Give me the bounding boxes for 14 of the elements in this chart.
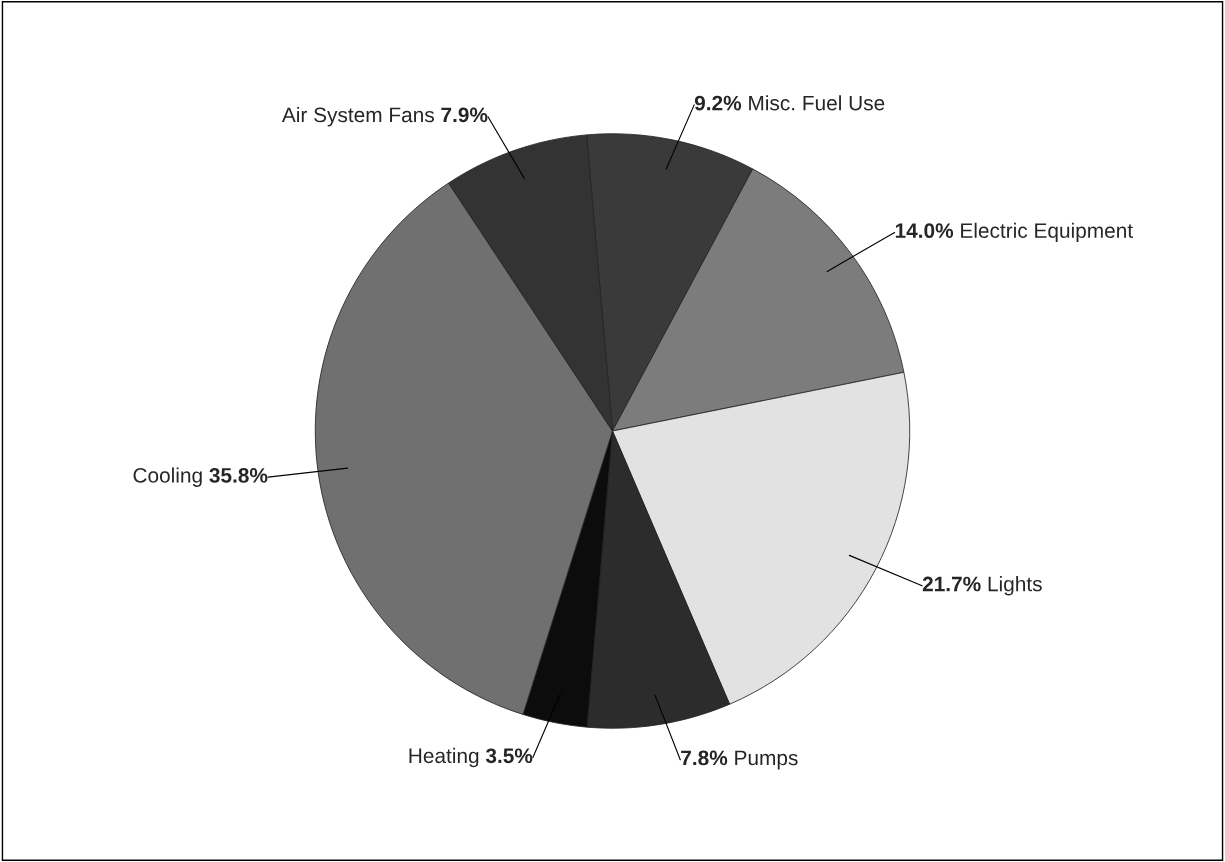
data-label: 35.8% xyxy=(209,468,268,483)
data-label: 3.5% xyxy=(485,748,533,764)
data-label: 7.8% xyxy=(681,750,728,766)
slice-label: Air System Fans xyxy=(281,106,434,127)
data-label: 7.9% xyxy=(441,107,488,123)
slice-label: Misc. Fuel Use xyxy=(749,95,885,111)
slice-label: Lights xyxy=(988,576,1042,596)
data-label: 14.0% xyxy=(895,223,954,238)
data-label: 9.2% xyxy=(694,95,742,111)
data-label: 21.7% xyxy=(922,576,981,592)
slice-label: Cooling xyxy=(133,467,202,487)
slice-label: Electric Equipment xyxy=(961,222,1133,243)
slice-label: Pumps xyxy=(735,750,798,770)
slice-label: Heating xyxy=(409,747,479,768)
